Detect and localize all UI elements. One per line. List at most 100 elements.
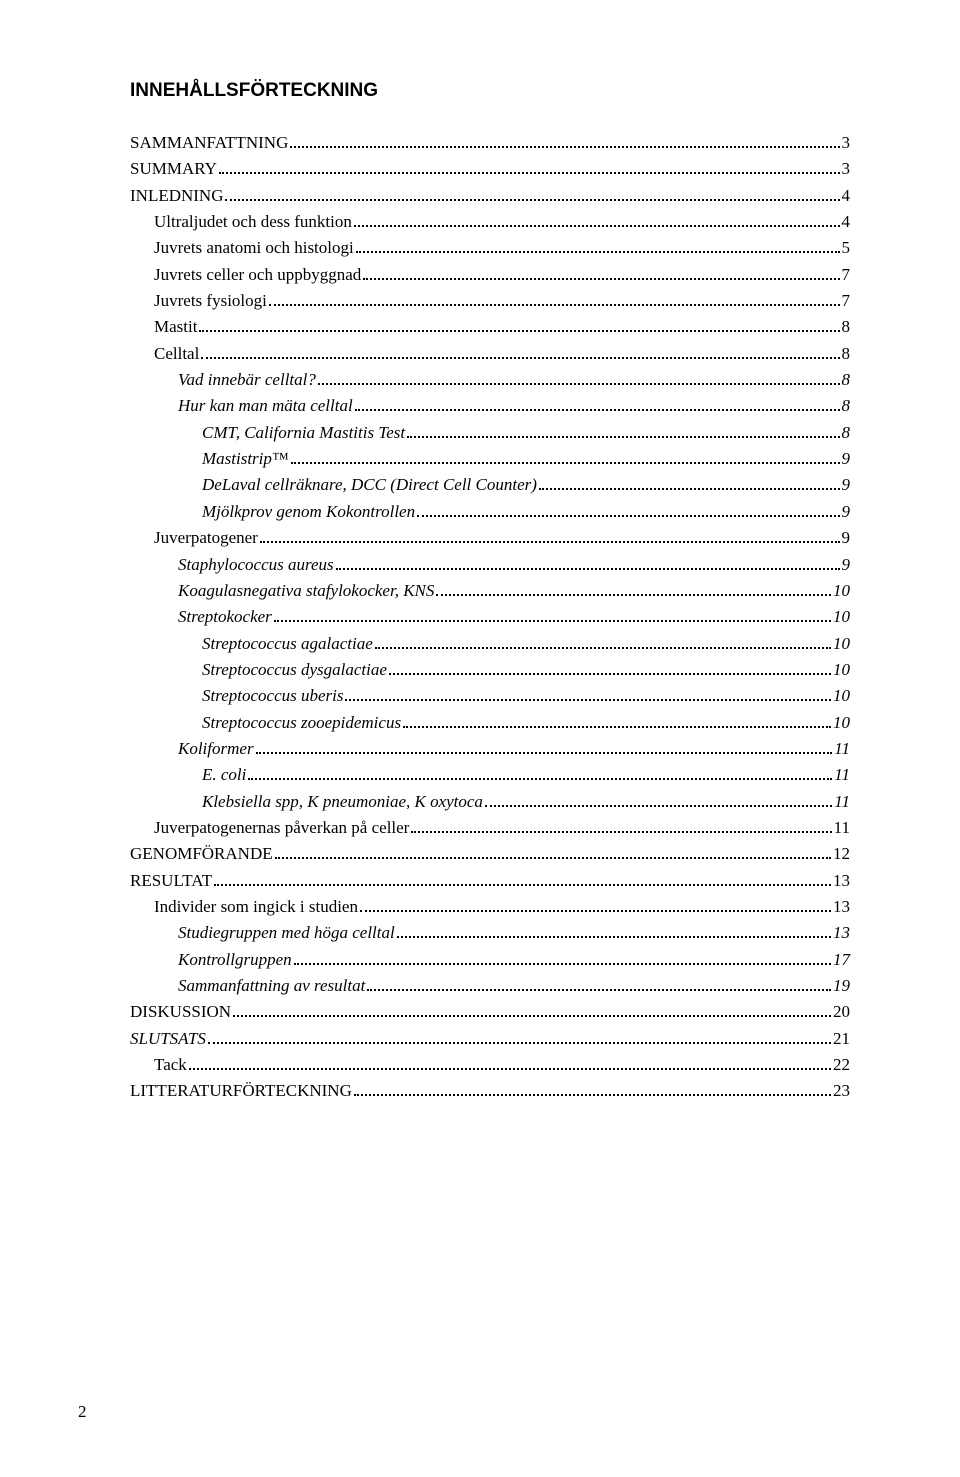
toc-entry: Juverpatogenernas påverkan på celler11 [130, 815, 850, 841]
toc-entry-page: 8 [842, 341, 851, 367]
toc-entry-page: 11 [834, 762, 850, 788]
toc-leader-dots [260, 541, 840, 543]
toc-entry-page: 23 [833, 1078, 850, 1104]
toc-leader-dots [539, 488, 840, 490]
toc-leader-dots [417, 515, 839, 517]
toc-entry-label: Streptococcus uberis [202, 683, 343, 709]
toc-entry-page: 10 [833, 578, 850, 604]
toc-entry: Juvrets fysiologi 7 [130, 288, 850, 314]
toc-leader-dots [485, 805, 832, 807]
toc-entry-page: 9 [842, 552, 851, 578]
toc-leader-dots [356, 251, 840, 253]
toc-entry-label: E. coli [202, 762, 246, 788]
toc-entry: Individer som ingick i studien13 [130, 894, 850, 920]
toc-entry: SUMMARY 3 [130, 156, 850, 182]
toc-entry-label: SUMMARY [130, 156, 217, 182]
toc-entry-page: 12 [833, 841, 850, 867]
toc-entry-label: Juverpatogenernas påverkan på celler [154, 815, 409, 841]
toc-entry-page: 8 [842, 393, 851, 419]
toc-entry-page: 10 [833, 683, 850, 709]
toc-entry: LITTERATURFÖRTECKNING 23 [130, 1078, 850, 1104]
toc-leader-dots [201, 357, 839, 359]
toc-entry: Hur kan man mäta celltal 8 [130, 393, 850, 419]
toc-leader-dots [354, 1094, 831, 1096]
toc-leader-dots [225, 199, 839, 201]
toc-leader-dots [290, 146, 839, 148]
toc-entry: DISKUSSION 20 [130, 999, 850, 1025]
toc-entry: Koliformer 11 [130, 736, 850, 762]
toc-leader-dots [233, 1015, 831, 1017]
toc-entry-label: LITTERATURFÖRTECKNING [130, 1078, 352, 1104]
toc-entry: Tack 22 [130, 1052, 850, 1078]
toc-entry-label: Sammanfattning av resultat [178, 973, 365, 999]
toc-entry: Streptococcus agalactiae10 [130, 631, 850, 657]
toc-entry-label: Ultraljudet och dess funktion [154, 209, 352, 235]
toc-leader-dots [354, 225, 840, 227]
toc-entry: Koagulasnegativa stafylokocker, KNS 10 [130, 578, 850, 604]
toc-entry-label: Klebsiella spp, K pneumoniae, K oxytoca [202, 789, 483, 815]
toc-entry-page: 5 [842, 235, 851, 261]
toc-entry-page: 9 [842, 446, 851, 472]
toc-entry-label: Mastistrip™ [202, 446, 289, 472]
toc-entry-page: 8 [842, 314, 851, 340]
toc-leader-dots [403, 726, 831, 728]
toc-entry-label: CMT, California Mastitis Test [202, 420, 405, 446]
toc-entry: Mastistrip™ 9 [130, 446, 850, 472]
toc-leader-dots [275, 857, 831, 859]
toc-entry-page: 8 [842, 367, 851, 393]
toc-entry-page: 4 [842, 183, 851, 209]
toc-entry-page: 19 [833, 973, 850, 999]
toc-entry: DeLaval cellräknare, DCC (Direct Cell Co… [130, 472, 850, 498]
toc-entry-page: 22 [833, 1052, 850, 1078]
toc-entry-page: 13 [833, 868, 850, 894]
toc-leader-dots [336, 568, 840, 570]
toc-entry-label: Koagulasnegativa stafylokocker, KNS [178, 578, 434, 604]
toc-leader-dots [208, 1042, 831, 1044]
toc-leader-dots [294, 963, 831, 965]
toc-entry-page: 11 [834, 736, 850, 762]
toc-entry-label: Juvrets fysiologi [154, 288, 267, 314]
toc-entry: SLUTSATS 21 [130, 1026, 850, 1052]
table-of-contents: SAMMANFATTNING3SUMMARY 3INLEDNING4Ultralj… [130, 130, 850, 1105]
toc-entry-label: Hur kan man mäta celltal [178, 393, 353, 419]
toc-leader-dots [256, 752, 833, 754]
toc-entry: CMT, California Mastitis Test 8 [130, 420, 850, 446]
toc-entry: INLEDNING4 [130, 183, 850, 209]
toc-entry: Juverpatogener9 [130, 525, 850, 551]
toc-leader-dots [363, 278, 839, 280]
toc-entry-label: Streptococcus zooepidemicus [202, 710, 401, 736]
toc-leader-dots [407, 436, 839, 438]
toc-entry-page: 20 [833, 999, 850, 1025]
toc-entry-label: GENOMFÖRANDE [130, 841, 273, 867]
toc-leader-dots [360, 910, 831, 912]
toc-leader-dots [375, 647, 831, 649]
toc-entry-page: 10 [833, 604, 850, 630]
toc-entry-page: 10 [833, 710, 850, 736]
toc-entry: Juvrets celler och uppbyggnad7 [130, 262, 850, 288]
toc-entry-label: Juvrets anatomi och histologi [154, 235, 354, 261]
toc-entry: GENOMFÖRANDE 12 [130, 841, 850, 867]
toc-entry-label: SAMMANFATTNING [130, 130, 288, 156]
toc-entry-label: Juverpatogener [154, 525, 258, 551]
toc-entry-label: DISKUSSION [130, 999, 231, 1025]
toc-entry-page: 17 [833, 947, 850, 973]
toc-entry-label: Streptokocker [178, 604, 272, 630]
toc-entry-page: 8 [842, 420, 851, 446]
toc-entry: Streptokocker 10 [130, 604, 850, 630]
toc-entry-page: 7 [842, 288, 851, 314]
toc-entry-label: Koliformer [178, 736, 254, 762]
toc-entry-page: 10 [833, 657, 850, 683]
toc-entry: Streptococcus dysgalactiae10 [130, 657, 850, 683]
toc-entry-label: Kontrollgruppen [178, 947, 292, 973]
toc-leader-dots [318, 383, 840, 385]
toc-entry-page: 3 [842, 156, 851, 182]
toc-entry: SAMMANFATTNING3 [130, 130, 850, 156]
toc-entry-page: 21 [833, 1026, 850, 1052]
toc-entry-page: 13 [833, 920, 850, 946]
toc-entry: Celltal8 [130, 341, 850, 367]
toc-entry-label: Tack [154, 1052, 187, 1078]
toc-entry: Mjölkprov genom Kokontrollen9 [130, 499, 850, 525]
toc-entry-label: SLUTSATS [130, 1026, 206, 1052]
toc-entry-page: 11 [834, 789, 850, 815]
toc-entry: Ultraljudet och dess funktion4 [130, 209, 850, 235]
